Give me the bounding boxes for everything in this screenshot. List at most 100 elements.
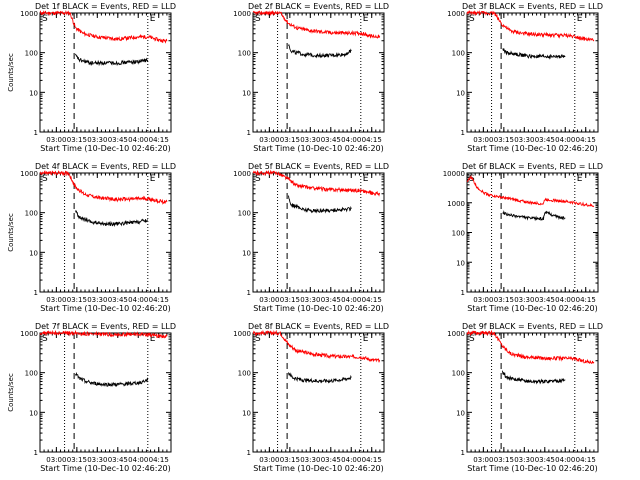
x-tick-label: 03:00: [46, 456, 66, 464]
x-tick-label: 04:00: [128, 296, 148, 304]
x-tick-label: 03:15: [280, 136, 300, 144]
series-lld-line: [39, 9, 168, 44]
x-tick-label: 04:15: [362, 296, 382, 304]
x-tick-label: 04:15: [362, 136, 382, 144]
x-tick-label: 03:30: [300, 456, 320, 464]
y-tick-label: 1: [461, 449, 465, 457]
x-axis-label: Start Time (10-Dec-10 02:46:20): [40, 144, 171, 153]
x-tick-label: 03:00: [473, 456, 493, 464]
series-lld-line: [466, 9, 595, 42]
x-tick-label: 04:15: [149, 296, 169, 304]
end-marker: E: [363, 334, 369, 344]
end-marker: E: [363, 14, 369, 24]
x-tick-label: 04:00: [555, 456, 575, 464]
y-axis-label: Counts/sec: [7, 213, 15, 252]
x-tick-label: 04:00: [128, 456, 148, 464]
x-tick-label: 03:45: [535, 296, 555, 304]
series-events-line: [75, 53, 149, 67]
x-tick-label: 03:45: [321, 456, 341, 464]
x-tick-label: 04:15: [149, 136, 169, 144]
x-tick-label: 03:00: [473, 296, 493, 304]
x-axis-label: Start Time (10-Dec-10 02:46:20): [467, 144, 598, 153]
y-tick-label: 1000: [447, 10, 465, 18]
panel-det-7: Det 7f BLACK = Events, RED = LLD 1 10 100 10…: [7, 322, 176, 473]
x-axis-label: Start Time (10-Dec-10 02:46:20): [467, 304, 598, 313]
series-lld-line: [466, 175, 595, 208]
y-tick-label: 10: [456, 409, 465, 417]
series-events-line: [75, 210, 148, 228]
series-lld-line: [39, 329, 168, 339]
x-tick-label: 03:15: [494, 136, 514, 144]
x-tick-label: 03:00: [473, 136, 493, 144]
x-tick-label: 03:45: [321, 296, 341, 304]
panel-title: Det 7f BLACK = Events, RED = LLD: [35, 322, 176, 331]
start-marker: S: [469, 14, 475, 24]
end-marker: E: [150, 174, 156, 184]
y-tick-label: 100: [25, 210, 38, 218]
y-tick-label: 10: [456, 89, 465, 97]
series-lld-line: [466, 329, 595, 365]
x-tick-label: 03:15: [67, 136, 87, 144]
y-tick-label: 10: [29, 409, 38, 417]
x-axis-label: Start Time (10-Dec-10 02:46:20): [253, 144, 384, 153]
x-axis-label: Start Time (10-Dec-10 02:46:20): [40, 464, 171, 473]
panel-det-8: Det 8f BLACK = Events, RED = LLD 1 10 100 10…: [233, 322, 389, 473]
y-tick-label: 1: [461, 129, 465, 137]
x-tick-label: 04:00: [555, 296, 575, 304]
series-events-line: [288, 195, 352, 214]
x-tick-label: 03:30: [514, 136, 534, 144]
x-tick-label: 03:30: [514, 296, 534, 304]
x-tick-label: 03:45: [535, 136, 555, 144]
y-tick-label: 10: [242, 249, 251, 257]
end-marker: E: [577, 334, 583, 344]
x-tick-label: 04:15: [362, 456, 382, 464]
y-tick-label: 100: [238, 370, 251, 378]
y-tick-label: 1000: [20, 10, 38, 18]
x-tick-label: 03:45: [108, 296, 128, 304]
y-tick-label: 1: [461, 289, 465, 297]
y-tick-label: 100: [452, 230, 465, 238]
x-tick-label: 03:45: [535, 456, 555, 464]
series-lld-line: [252, 9, 381, 39]
start-marker: S: [42, 334, 48, 344]
y-tick-label: 1: [247, 129, 251, 137]
x-axis-label: Start Time (10-Dec-10 02:46:20): [253, 464, 384, 473]
y-tick-label: 10000: [443, 170, 465, 178]
y-tick-label: 1: [247, 449, 251, 457]
panel-title: Det 5f BLACK = Events, RED = LLD: [248, 162, 389, 171]
start-marker: S: [255, 334, 261, 344]
y-tick-label: 10: [29, 89, 38, 97]
x-tick-label: 03:30: [300, 136, 320, 144]
panel-det-9: Det 9f BLACK = Events, RED = LLD 1 10 100 10…: [447, 322, 603, 473]
y-tick-label: 1: [34, 449, 38, 457]
y-tick-label: 100: [25, 50, 38, 58]
panel-title: Det 6f BLACK = Events, RED = LLD: [462, 162, 603, 171]
y-tick-label: 1000: [447, 200, 465, 208]
y-tick-label: 100: [452, 50, 465, 58]
panel-title: Det 2f BLACK = Events, RED = LLD: [248, 2, 389, 11]
start-marker: S: [42, 174, 48, 184]
panel-det-5: Det 5f BLACK = Events, RED = LLD 1 10 100 10…: [233, 162, 389, 313]
y-tick-label: 1000: [20, 330, 38, 338]
x-tick-label: 04:15: [149, 456, 169, 464]
panel-title: Det 8f BLACK = Events, RED = LLD: [248, 322, 389, 331]
end-marker: E: [577, 174, 583, 184]
end-marker: E: [363, 174, 369, 184]
panel-det-2: Det 2f BLACK = Events, RED = LLD 1 10 100 10…: [233, 2, 389, 153]
x-tick-label: 03:00: [259, 296, 279, 304]
start-marker: S: [42, 14, 48, 24]
y-tick-label: 100: [238, 50, 251, 58]
x-tick-label: 04:00: [555, 136, 575, 144]
series-events-line: [288, 43, 352, 59]
x-axis-label: Start Time (10-Dec-10 02:46:20): [467, 464, 598, 473]
x-tick-label: 03:15: [67, 296, 87, 304]
y-axis-label: Counts/sec: [7, 373, 15, 412]
x-axis-label: Start Time (10-Dec-10 02:46:20): [253, 304, 384, 313]
y-tick-label: 10: [456, 259, 465, 267]
series-lld-line: [253, 329, 381, 363]
y-tick-label: 1000: [20, 170, 38, 178]
x-tick-label: 03:00: [46, 136, 66, 144]
panel-det-3: Det 3f BLACK = Events, RED = LLD 1 10 100 10…: [447, 2, 603, 153]
y-tick-label: 1000: [233, 170, 251, 178]
